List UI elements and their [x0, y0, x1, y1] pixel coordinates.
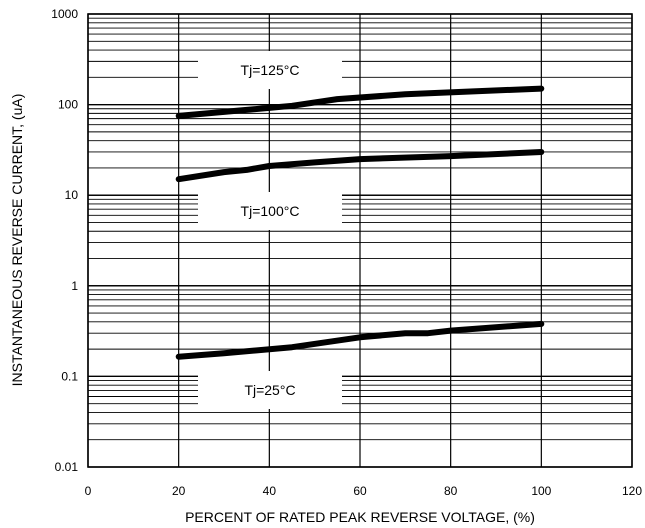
curve-label: Tj=25°C — [244, 382, 295, 398]
y-tick-label: 1 — [71, 279, 78, 293]
curve-label: Tj=100°C — [241, 203, 300, 219]
y-tick-label: 1000 — [51, 7, 78, 21]
curve-label-box — [198, 51, 342, 89]
x-tick-label: 120 — [622, 484, 642, 498]
plot-frame — [87, 13, 633, 468]
curve-label-box — [198, 192, 342, 230]
curve-label-boxes — [198, 51, 342, 409]
x-tick-label: 0 — [85, 484, 92, 498]
y-tick-label: 0.01 — [55, 460, 79, 474]
grid — [87, 13, 633, 468]
y-axis-label: INSTANTANEOUS REVERSE CURRENT, (uA) — [9, 94, 25, 387]
x-tick-label: 20 — [172, 484, 186, 498]
curve-label-box — [198, 371, 342, 409]
y-tick-labels: 0.01 0.1 1 10 100 1000 — [51, 7, 78, 474]
x-tick-label: 40 — [263, 484, 277, 498]
series-lines — [175, 85, 545, 360]
x-tick-label: 100 — [531, 484, 551, 498]
series-line — [175, 149, 545, 183]
x-tick-label: 60 — [353, 484, 367, 498]
y-tick-label: 100 — [58, 98, 78, 112]
y-tick-label: 10 — [65, 188, 79, 202]
x-axis-label: PERCENT OF RATED PEAK REVERSE VOLTAGE, (… — [185, 509, 535, 525]
series-line — [175, 85, 545, 119]
x-tick-label: 80 — [444, 484, 458, 498]
curve-label: Tj=125°C — [241, 62, 300, 78]
y-tick-label: 0.1 — [61, 369, 78, 383]
curve-labels: Tj=125°C Tj=100°C Tj=25°C — [241, 62, 300, 398]
series-line — [175, 320, 545, 360]
x-tick-labels: 0 20 40 60 80 100 120 — [85, 484, 643, 498]
